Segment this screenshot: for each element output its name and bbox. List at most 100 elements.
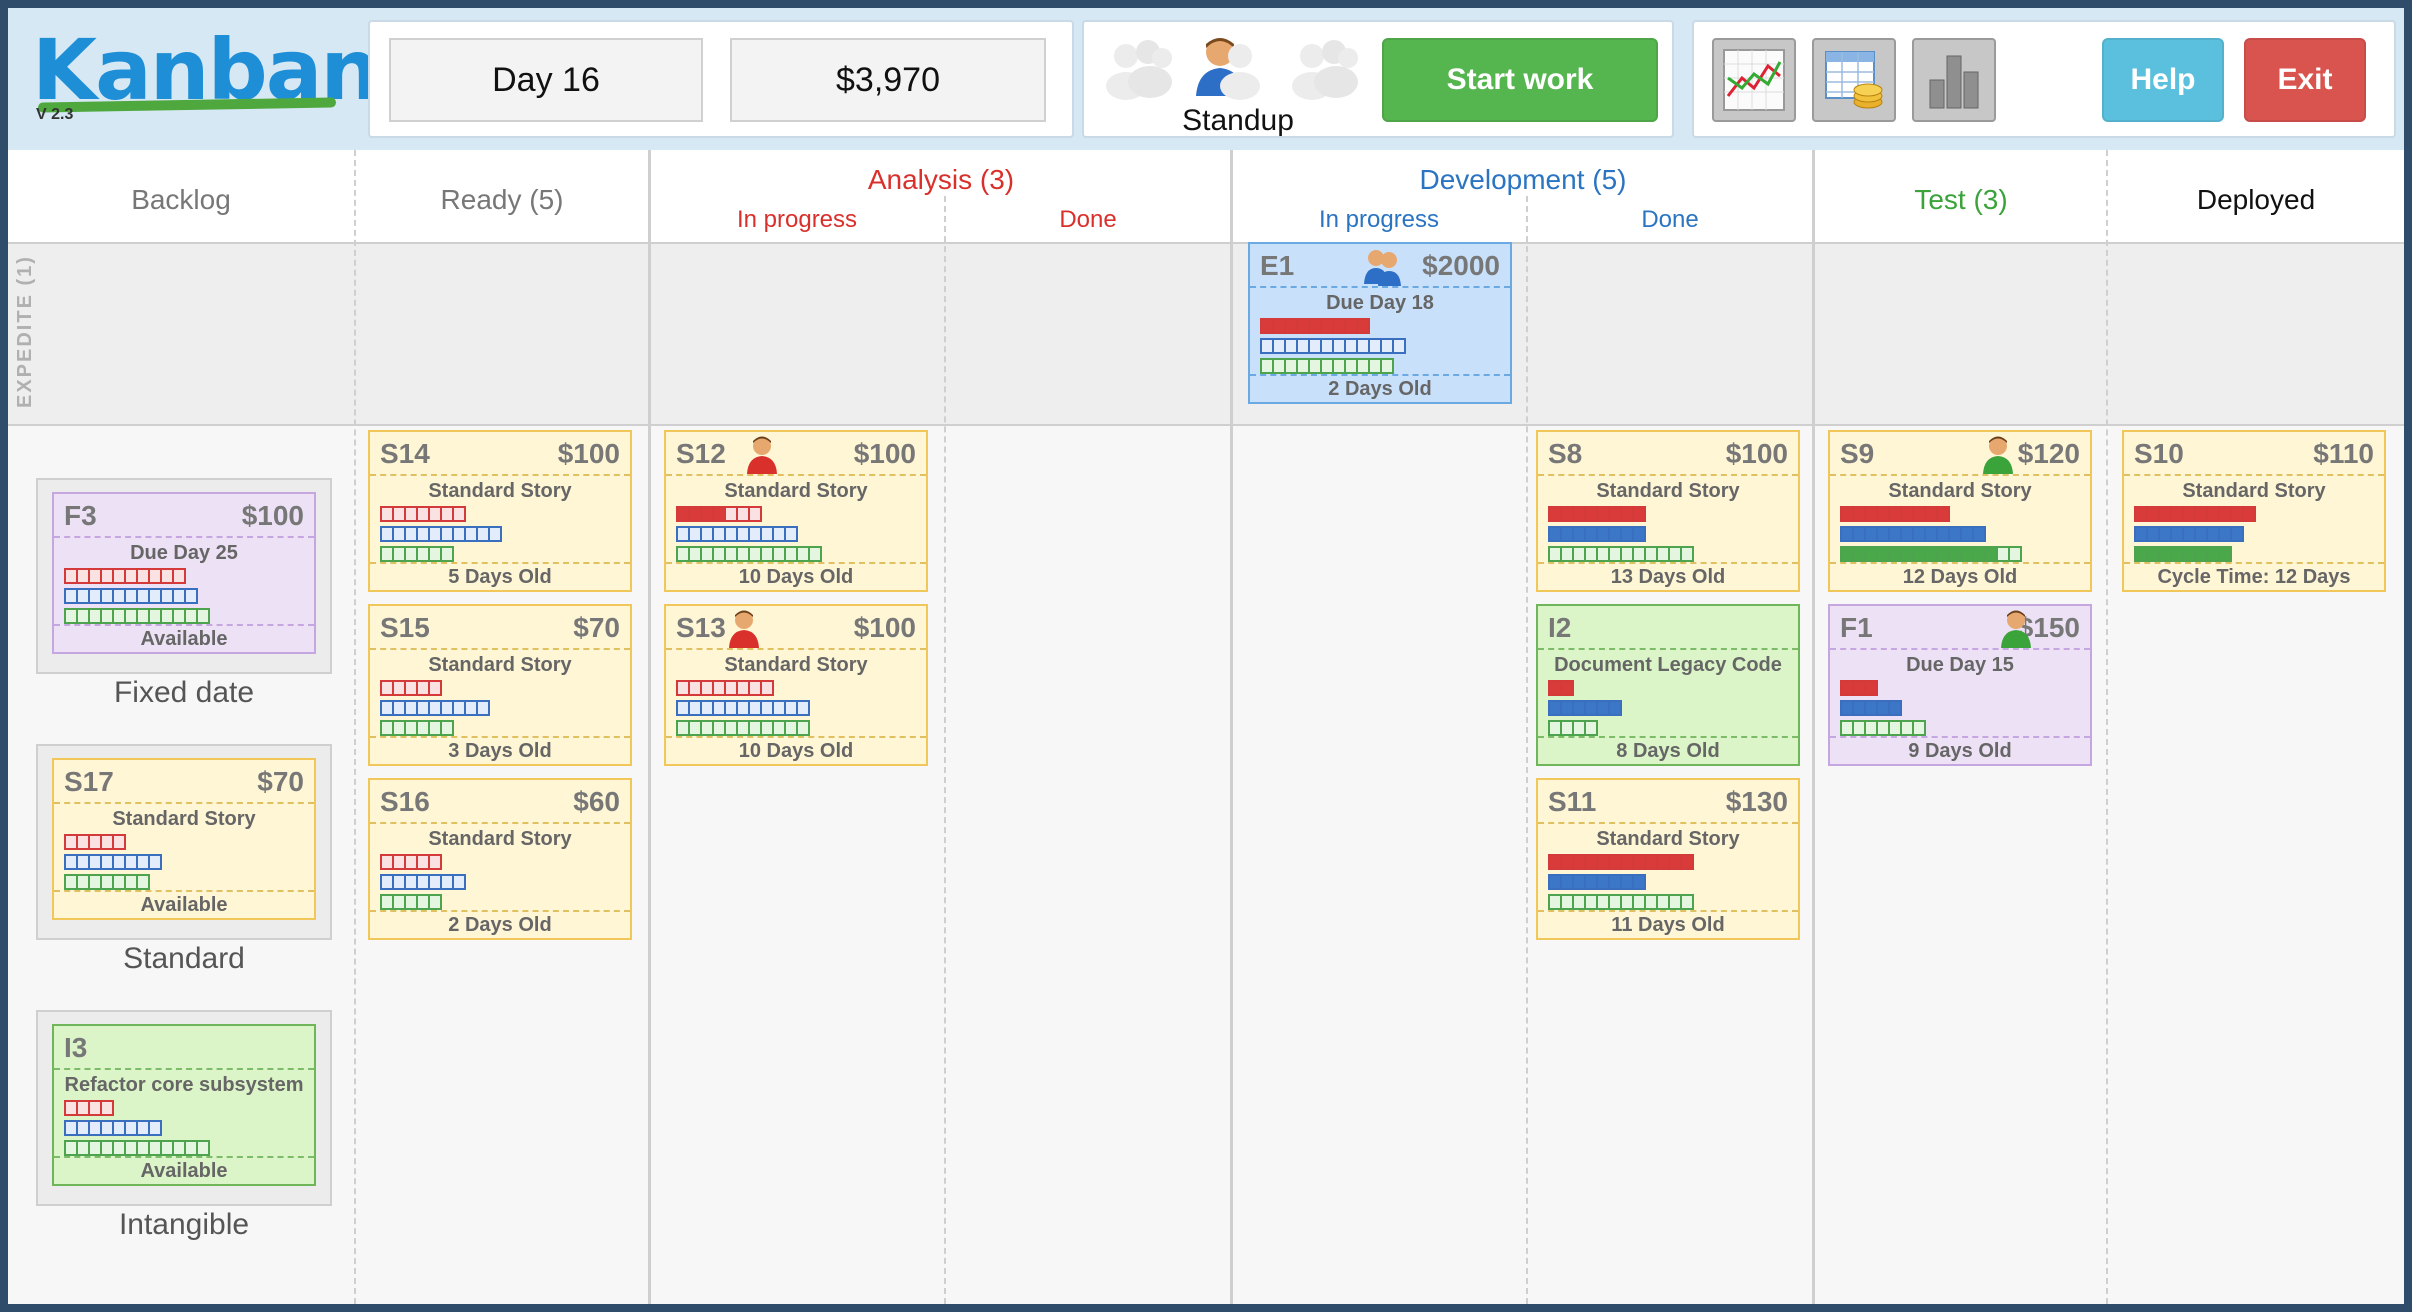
ghost-team-icon	[1106, 40, 1172, 100]
ghost-team-icon	[1292, 40, 1358, 100]
team-avatar-icon[interactable]	[1362, 246, 1402, 286]
card-type: Standard Story	[428, 828, 572, 850]
card-divider	[1250, 374, 1510, 376]
development-progress-bar	[676, 700, 810, 716]
kanban-card-f3[interactable]: F3 $100 Due Day 25 Available	[52, 492, 316, 654]
card-id: I2	[1548, 612, 1572, 643]
card-type: Due Day 15	[1906, 654, 2014, 676]
card-progress-bars	[380, 680, 490, 740]
column-title: Deployed	[2196, 184, 2316, 215]
test-progress-bar	[380, 546, 500, 562]
column-title: Test (3)	[1914, 184, 2008, 215]
column-divider	[2106, 150, 2108, 1304]
column-divider	[944, 196, 946, 1304]
development-progress-bar	[380, 526, 502, 542]
card-footer: 12 Days Old	[1902, 566, 2018, 588]
card-divider	[54, 802, 314, 804]
test-progress-bar	[64, 1140, 210, 1156]
test-progress-bar	[1260, 358, 1404, 374]
worker-avatar-icon[interactable]	[1998, 608, 2034, 648]
card-id: S16	[380, 786, 430, 817]
development-in-progress-label: In progress	[1318, 206, 1440, 233]
statistics-button[interactable]	[1912, 38, 1996, 122]
card-id: S14	[380, 438, 430, 469]
card-progress-bars	[64, 1100, 210, 1160]
card-value: $100	[853, 612, 916, 643]
help-button[interactable]: Help	[2102, 38, 2224, 122]
top-bar: Kanban V 2.3 Day 16 $3,970 Standup Start…	[8, 8, 2404, 150]
card-divider	[370, 648, 630, 650]
column-divider	[1526, 196, 1528, 1304]
kanban-card-s15[interactable]: S15 $70 Standard Story 3 Days Old	[368, 604, 632, 766]
test-progress-bar	[380, 720, 488, 736]
kanban-card-s10[interactable]: S10 $110 Standard Story Cycle Time: 12 Days	[2122, 430, 2386, 592]
card-progress-bars	[1840, 506, 2022, 566]
card-value: $100	[557, 438, 620, 469]
kanban-card-s13[interactable]: S13 $100 Standard Story 10 Days Old	[664, 604, 928, 766]
card-footer: 13 Days Old	[1610, 566, 1726, 588]
test-progress-bar	[1548, 546, 1694, 562]
column-divider	[1230, 150, 1233, 1304]
card-id: S17	[64, 766, 114, 797]
card-footer: 9 Days Old	[1908, 740, 2012, 762]
column-title: Analysis (3)	[867, 164, 1015, 195]
card-value: $110	[2313, 438, 2374, 469]
analysis-done-label: Done	[1059, 206, 1117, 233]
kanban-card-s16[interactable]: S16 $60 Standard Story 2 Days Old	[368, 778, 632, 940]
start-work-button[interactable]: Start work	[1382, 38, 1658, 122]
card-divider	[54, 1068, 314, 1070]
worker-avatar-icon[interactable]	[744, 434, 780, 474]
column-divider	[354, 150, 356, 1304]
column-development: Development (5) In progress Done	[1232, 150, 1814, 244]
card-type: Standard Story	[428, 480, 572, 502]
kanban-card-s8[interactable]: S8 $100 Standard Story 13 Days Old	[1536, 430, 1800, 592]
card-divider	[1250, 286, 1510, 288]
test-progress-bar	[1548, 894, 1694, 910]
card-type: Standard Story	[428, 654, 572, 676]
analysis-progress-bar	[380, 506, 500, 522]
column-test: Test (3)	[1814, 150, 2108, 244]
card-footer: 10 Days Old	[738, 740, 854, 762]
card-footer: 10 Days Old	[738, 566, 854, 588]
card-footer: 2 Days Old	[448, 914, 552, 936]
kanban-card-f1[interactable]: F1 $150 Due Day 15 9 Days Old	[1828, 604, 2092, 766]
analysis-progress-bar	[1548, 506, 1692, 522]
kanban-card-s17[interactable]: S17 $70 Standard Story Available	[52, 758, 316, 920]
analysis-progress-bar	[2134, 506, 2256, 522]
column-analysis: Analysis (3) In progress Done	[650, 150, 1232, 244]
card-value: $100	[241, 500, 304, 531]
worker-avatar-icon[interactable]	[1980, 434, 2016, 474]
worker-avatar-icon[interactable]	[726, 608, 762, 648]
bar-chart-icon	[1929, 55, 1979, 109]
development-progress-bar	[676, 526, 820, 542]
development-progress-bar	[1840, 700, 1924, 716]
analysis-progress-bar	[1840, 506, 2020, 522]
backlog-slot-label: Standard	[123, 942, 245, 975]
kanban-card-s9[interactable]: S9 $120 Standard Story 12 Days Old	[1828, 430, 2092, 592]
kanban-card-i2[interactable]: I2 Document Legacy Code 8 Days Old	[1536, 604, 1800, 766]
kanban-card-e1[interactable]: E1 $2000 Due Day 18 2 Days Old	[1248, 242, 1512, 404]
card-footer: 3 Days Old	[448, 740, 552, 762]
analysis-progress-bar	[1548, 854, 1694, 870]
card-progress-bars	[380, 854, 466, 914]
card-divider	[1538, 474, 1798, 476]
card-divider	[666, 474, 926, 476]
card-divider	[370, 474, 630, 476]
kanban-card-s12[interactable]: S12 $100 Standard Story 10 Days Old	[664, 430, 928, 592]
table-coins-icon	[1825, 51, 1883, 109]
cumulative-flow-button[interactable]	[1712, 38, 1796, 122]
kanban-card-s11[interactable]: S11 $130 Standard Story 11 Days Old	[1536, 778, 1800, 940]
card-footer: 11 Days Old	[1611, 914, 1725, 936]
card-type: Standard Story	[112, 808, 256, 830]
card-id: S10	[2134, 438, 2184, 469]
development-progress-bar	[64, 1120, 208, 1136]
card-type: Standard Story	[1888, 480, 2032, 502]
exit-button[interactable]: Exit	[2244, 38, 2366, 122]
kanban-card-i3[interactable]: I3 Refactor core subsystem Available	[52, 1024, 316, 1186]
financial-summary-button[interactable]	[1812, 38, 1896, 122]
kanban-card-s14[interactable]: S14 $100 Standard Story 5 Days Old	[368, 430, 632, 592]
card-type: Due Day 18	[1326, 292, 1434, 314]
card-divider	[1538, 562, 1798, 564]
card-divider	[1830, 474, 2090, 476]
card-divider	[666, 648, 926, 650]
